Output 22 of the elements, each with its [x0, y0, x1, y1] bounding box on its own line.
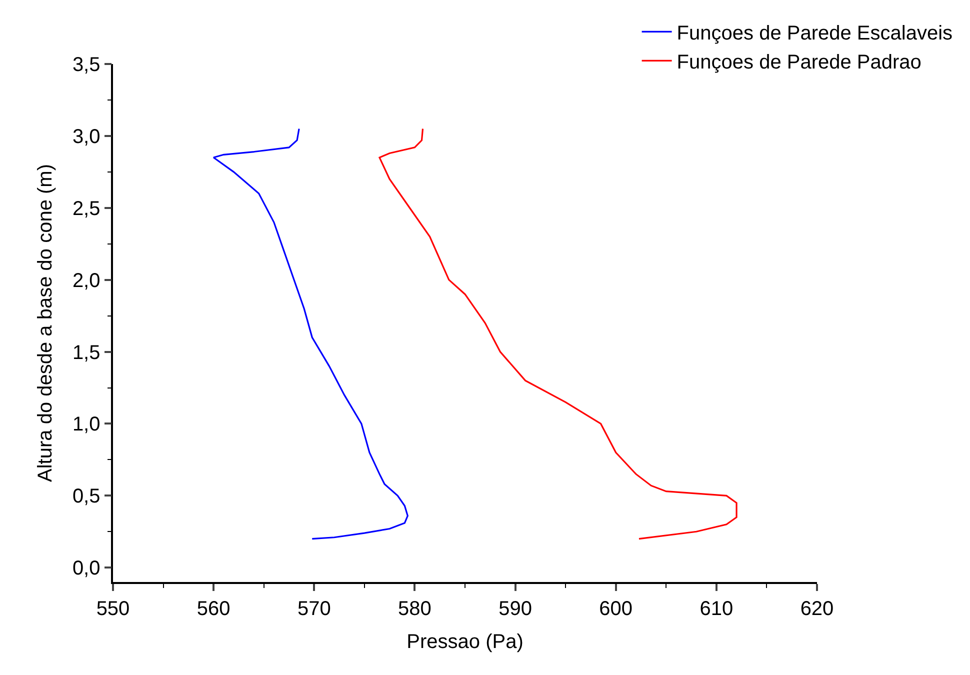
y-tick-label: 2,5	[72, 198, 100, 220]
y-tick-label: 0,0	[72, 558, 100, 580]
x-tick-label: 610	[700, 598, 734, 620]
line-series	[378, 128, 738, 540]
legend-label: Funçoes de Parede Padrao	[676, 52, 922, 74]
line-series	[212, 128, 408, 540]
y-tick-label: 3,0	[72, 126, 100, 148]
y-tick-label: 1,5	[72, 342, 100, 364]
x-axis-title: Pressao (Pa)	[406, 630, 524, 653]
x-tick-label: 570	[297, 598, 331, 620]
y-tick-label: 0,5	[72, 486, 100, 508]
x-tick-label: 560	[196, 598, 230, 620]
x-tick-label: 600	[599, 598, 633, 620]
x-tick-label: 580	[398, 598, 432, 620]
legend-label: Funçoes de Parede Escalaveis	[676, 22, 953, 44]
y-tick-label: 2,0	[72, 270, 100, 292]
y-axis-title: Altura do desde a base do cone (m)	[34, 164, 56, 482]
x-tick-label: 550	[96, 598, 130, 620]
x-tick-label: 620	[800, 598, 834, 620]
x-tick-label: 590	[498, 598, 532, 620]
y-tick-label: 1,0	[72, 414, 100, 436]
y-tick-label: 3,5	[72, 54, 100, 76]
